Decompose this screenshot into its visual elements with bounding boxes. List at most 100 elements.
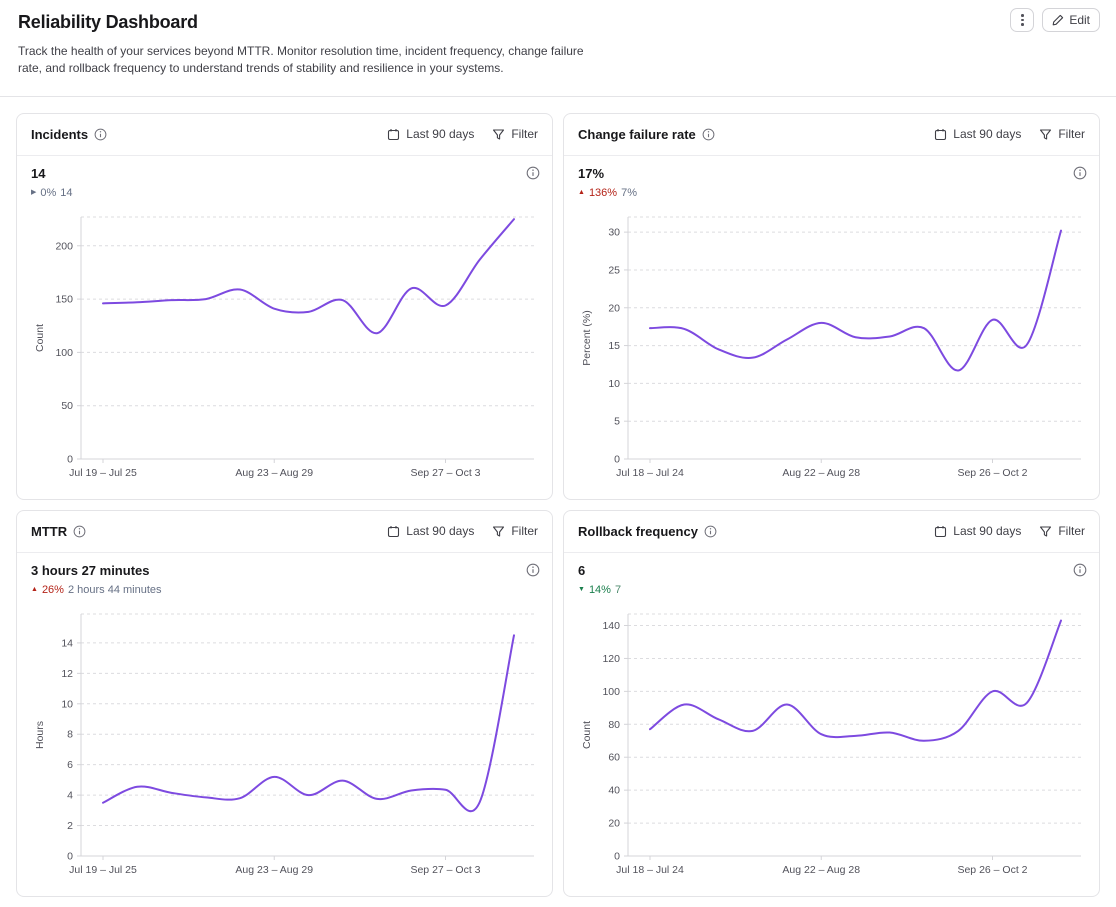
svg-text:0: 0: [614, 850, 620, 862]
svg-text:Sep 26 – Oct 2: Sep 26 – Oct 2: [957, 864, 1027, 876]
filter-button[interactable]: Filter: [492, 524, 538, 538]
delta-percent: 0%: [40, 186, 57, 199]
date-range-label: Last 90 days: [953, 127, 1022, 142]
svg-text:60: 60: [608, 752, 620, 764]
svg-text:10: 10: [608, 378, 620, 390]
panel-change-failure-rate: Change failure rate Last 90 days Filter: [563, 112, 1100, 500]
svg-text:140: 140: [602, 620, 620, 632]
svg-text:Aug 22 – Aug 28: Aug 22 – Aug 28: [782, 864, 860, 876]
svg-text:200: 200: [55, 240, 73, 252]
svg-text:4: 4: [67, 789, 73, 801]
stat-value: 3 hours 27 minutes: [31, 562, 150, 578]
panel-title-row: Rollback frequency: [578, 524, 717, 539]
more-options-button[interactable]: [1010, 8, 1035, 32]
page-description: Track the health of your services beyond…: [18, 44, 584, 76]
previous-value: 2 hours 44 minutes: [67, 583, 162, 596]
rollback-frequency-line-chart[interactable]: 0 20 40 60 80 100 120 140 Jul 18 – Jul 24 Aug 22 …: [578, 604, 1085, 888]
filter-label: Filter: [511, 524, 538, 539]
panel-header: Incidents Last 90 days Filter: [17, 114, 552, 156]
svg-text:Sep 27 – Oct 3: Sep 27 – Oct 3: [410, 467, 480, 479]
edit-button-label: Edit: [1069, 13, 1090, 27]
svg-text:Jul 19 – Jul 25: Jul 19 – Jul 25: [69, 467, 137, 479]
incidents-line-chart[interactable]: 0 50 100 150 200 Jul 19 – Jul 25 Aug 23 – Aug …: [31, 207, 538, 491]
panel-header: Rollback frequency Last 90 days Filter: [564, 511, 1099, 553]
calendar-icon: [934, 128, 947, 141]
funnel-icon: [1039, 128, 1052, 141]
chart-info-icon[interactable]: [1073, 166, 1087, 180]
svg-text:Sep 27 – Oct 3: Sep 27 – Oct 3: [410, 864, 480, 876]
filter-button[interactable]: Filter: [1039, 524, 1085, 538]
info-icon[interactable]: [702, 128, 715, 141]
panel-title: MTTR: [31, 523, 68, 539]
trend-up-icon: ▲: [31, 586, 38, 594]
delta-percent: 14%: [588, 583, 611, 596]
svg-text:100: 100: [602, 686, 620, 698]
previous-value: 7: [614, 583, 622, 596]
svg-text:120: 120: [602, 653, 620, 665]
calendar-icon: [387, 525, 400, 538]
panel-header: MTTR Last 90 days Filter: [17, 511, 552, 553]
svg-text:Sep 26 – Oct 2: Sep 26 – Oct 2: [957, 467, 1027, 479]
panel-title-row: MTTR: [31, 524, 86, 539]
svg-text:Aug 22 – Aug 28: Aug 22 – Aug 28: [782, 467, 860, 479]
panel-body: 6 ▼ 14% 7 0 20 40 60 80 100 120 140 Jul 18 – Jul…: [564, 553, 1099, 896]
svg-text:20: 20: [608, 817, 620, 829]
previous-value: 14: [60, 186, 73, 199]
panel-body: 14 ▶ 0% 14 0 50 100 150 200 Jul 19 – Jul 25 Au…: [17, 156, 552, 499]
panel-title: Incidents: [31, 126, 89, 142]
svg-text:Jul 18 – Jul 24: Jul 18 – Jul 24: [616, 864, 684, 876]
stat-delta: ▼ 14% 7: [578, 584, 1085, 596]
panel-body: 3 hours 27 minutes ▲ 26% 2 hours 44 minu…: [17, 553, 552, 896]
stat-delta: ▶ 0% 14: [31, 187, 538, 199]
svg-text:Percent (%): Percent (%): [581, 310, 593, 365]
chart-info-icon[interactable]: [526, 563, 540, 577]
date-range-selector[interactable]: Last 90 days: [387, 524, 474, 538]
date-range-selector[interactable]: Last 90 days: [934, 127, 1021, 141]
date-range-selector[interactable]: Last 90 days: [387, 127, 474, 141]
info-icon[interactable]: [704, 525, 717, 538]
svg-text:Count: Count: [581, 721, 593, 749]
funnel-icon: [1039, 525, 1052, 538]
svg-text:8: 8: [67, 729, 73, 741]
svg-text:0: 0: [67, 453, 73, 465]
svg-text:25: 25: [608, 264, 620, 276]
panel-title-row: Change failure rate: [578, 127, 715, 142]
page-title: Reliability Dashboard: [18, 12, 198, 32]
filter-label: Filter: [1058, 524, 1085, 539]
edit-button[interactable]: Edit: [1042, 8, 1100, 32]
filter-label: Filter: [1058, 127, 1085, 142]
date-range-label: Last 90 days: [953, 524, 1022, 539]
panel-mttr: MTTR Last 90 days Filter: [16, 509, 553, 897]
stat-value: 14: [31, 165, 46, 181]
svg-text:20: 20: [608, 302, 620, 314]
svg-text:5: 5: [614, 415, 620, 427]
delta-percent: 136%: [588, 186, 618, 199]
kebab-menu-icon: [1021, 14, 1024, 26]
svg-text:15: 15: [608, 340, 620, 352]
calendar-icon: [934, 525, 947, 538]
mttr-line-chart[interactable]: 0 2 4 6 8 10 12 14 Jul 19 – Jul 25 Aug 23 – Aug 2…: [31, 604, 538, 888]
date-range-label: Last 90 days: [406, 127, 475, 142]
stat-value: 6: [578, 562, 586, 578]
funnel-icon: [492, 525, 505, 538]
stat-delta: ▲ 26% 2 hours 44 minutes: [31, 584, 538, 596]
info-icon[interactable]: [94, 128, 107, 141]
panel-header: Change failure rate Last 90 days Filter: [564, 114, 1099, 156]
panel-controls: Last 90 days Filter: [934, 524, 1085, 538]
panel-controls: Last 90 days Filter: [934, 127, 1085, 141]
delta-percent: 26%: [41, 583, 64, 596]
filter-button[interactable]: Filter: [1039, 127, 1085, 141]
svg-text:14: 14: [61, 637, 73, 649]
change-failure-rate-line-chart[interactable]: 0 5 10 15 20 25 30 Jul 18 – Jul 24 Aug 22 – Aug …: [578, 207, 1085, 491]
info-icon[interactable]: [73, 525, 86, 538]
date-range-selector[interactable]: Last 90 days: [934, 524, 1021, 538]
panel-controls: Last 90 days Filter: [387, 524, 538, 538]
chart-info-icon[interactable]: [1073, 563, 1087, 577]
filter-button[interactable]: Filter: [492, 127, 538, 141]
panel-title: Change failure rate: [578, 126, 696, 142]
header-actions: Edit: [1010, 8, 1100, 32]
svg-text:Aug 23 – Aug 29: Aug 23 – Aug 29: [235, 864, 313, 876]
svg-text:12: 12: [61, 668, 73, 680]
panel-title: Rollback frequency: [578, 523, 698, 539]
chart-info-icon[interactable]: [526, 166, 540, 180]
